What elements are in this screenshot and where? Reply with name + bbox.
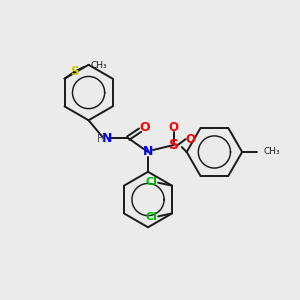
Text: CH₃: CH₃ — [264, 148, 280, 157]
Text: CH₃: CH₃ — [90, 61, 107, 70]
Text: Cl: Cl — [145, 212, 157, 222]
Text: S: S — [169, 138, 179, 152]
Text: O: O — [140, 121, 150, 134]
Text: O: O — [169, 121, 179, 134]
Text: Cl: Cl — [145, 177, 157, 187]
Text: H: H — [97, 134, 104, 144]
Text: S: S — [70, 65, 79, 78]
Text: N: N — [143, 146, 153, 158]
Text: N: N — [102, 132, 112, 145]
Text: O: O — [186, 133, 196, 146]
